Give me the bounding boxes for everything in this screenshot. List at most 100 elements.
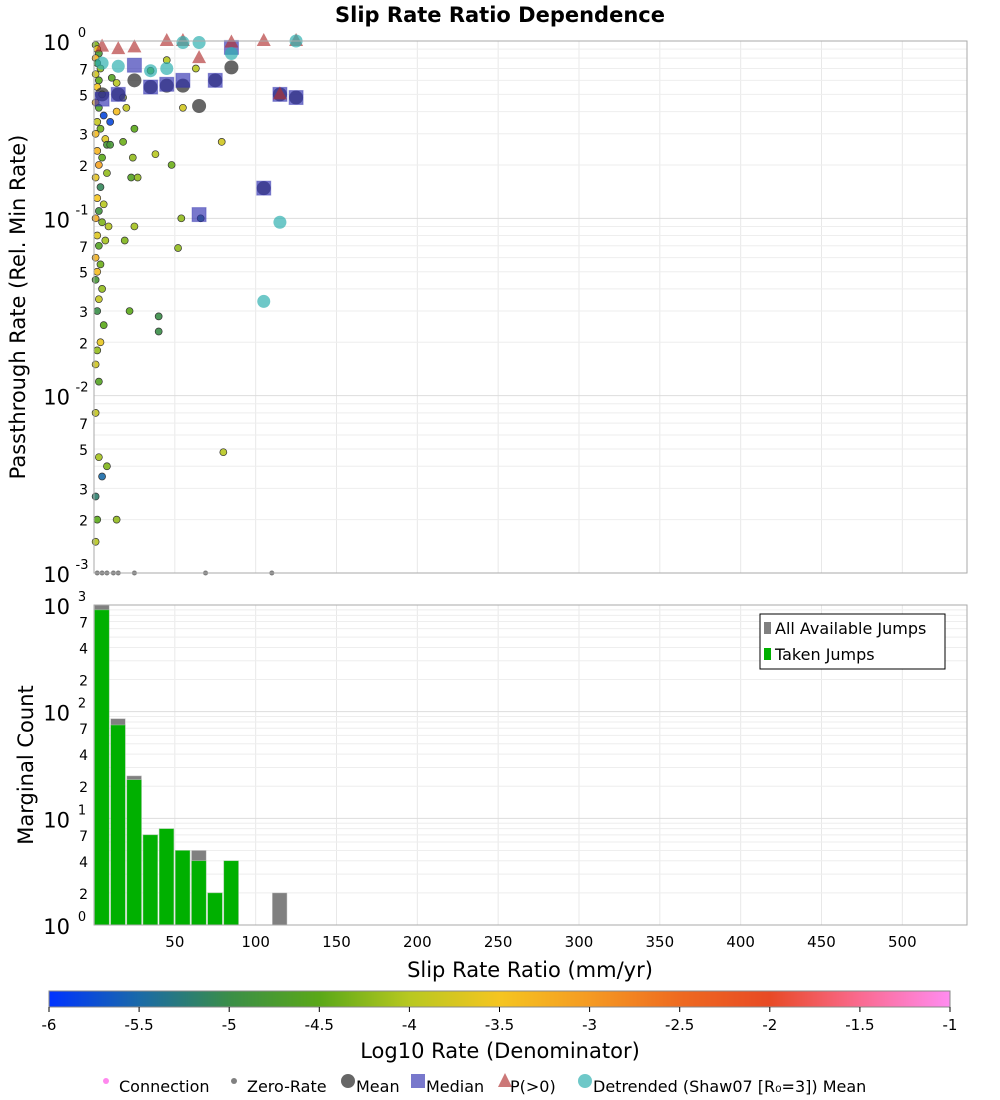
data-point: [151, 150, 160, 159]
data-point: [93, 307, 102, 315]
data-point: [91, 173, 100, 182]
mean-marker: [127, 73, 142, 88]
legend-label-4: P(>0): [510, 1077, 556, 1096]
colorbar-tick-label: -4.5: [305, 1016, 334, 1034]
p-gt0-marker: [256, 33, 271, 46]
y-minor-tick-label: 7: [79, 62, 88, 78]
data-point: [130, 222, 139, 231]
median-icon: [411, 1074, 425, 1088]
colorbar-tick-label: -6: [42, 1016, 57, 1034]
x-tick-label: 50: [165, 933, 184, 951]
mean-icon: [341, 1074, 355, 1088]
detrended-mean-marker: [224, 47, 238, 61]
y-tick-label: 10: [43, 31, 70, 55]
colorbar-tick-label: -3: [582, 1016, 597, 1034]
p-gt0-marker: [95, 38, 110, 52]
colorbar-tick-label: -1.5: [845, 1016, 874, 1034]
y-minor-tick-label: 3: [79, 128, 88, 144]
detrended-mean-marker: [95, 56, 109, 70]
data-point: [93, 147, 102, 155]
data-point: [179, 103, 187, 112]
data-point: [107, 73, 116, 82]
legend-swatch-taken: [764, 648, 771, 660]
data-point: [98, 153, 106, 162]
y-tick-exponent: 3: [78, 590, 86, 605]
data-point: [133, 173, 142, 182]
data-point: [98, 472, 106, 481]
data-point: [154, 327, 163, 336]
p-gt0-marker: [127, 39, 142, 53]
y-minor-tick-label: 7: [79, 417, 88, 433]
connection-icon: [103, 1078, 109, 1084]
median-marker: [256, 180, 272, 196]
taken-jumps-bar: [94, 609, 110, 926]
y-minor-tick-label: 5: [79, 443, 88, 459]
data-point: [94, 161, 103, 169]
data-point: [112, 515, 121, 524]
data-point: [167, 161, 176, 169]
colorbar-tick-label: -5.5: [124, 1016, 153, 1034]
histogram-legend: All Available Jumps Taken Jumps: [759, 613, 946, 670]
detrended-mean-marker: [144, 64, 158, 78]
data-point: [94, 76, 103, 85]
taken-jumps-bar: [126, 779, 142, 926]
x-tick-label: 350: [646, 933, 675, 951]
x-tick-label: 250: [484, 933, 513, 951]
bottom-plot-frame: [93, 604, 968, 926]
median-marker: [191, 207, 207, 223]
data-point: [106, 140, 115, 149]
taken-jumps-bar: [207, 892, 223, 926]
data-point: [174, 244, 182, 252]
data-point: [192, 64, 200, 73]
data-point: [106, 118, 115, 126]
data-point: [91, 214, 100, 223]
y-tick-label: 10: [43, 386, 70, 410]
y-minor-tick-label: 2: [79, 780, 88, 796]
median-marker: [143, 79, 159, 95]
y-tick-label: 10: [43, 702, 70, 726]
y-tick-exponent: 2: [78, 697, 86, 712]
y-minor-tick-label: 5: [79, 88, 88, 104]
y-tick-exponent: 0: [78, 26, 86, 41]
taken-jumps-bar: [142, 834, 158, 926]
y-minor-tick-label: 4: [79, 641, 88, 657]
data-point: [99, 321, 108, 329]
colorbar-label: Log10 Rate (Denominator): [360, 1039, 640, 1063]
x-axis-label: Slip Rate Ratio (mm/yr): [407, 958, 653, 982]
data-point: [91, 360, 100, 369]
data-point: [130, 124, 139, 133]
data-point: [112, 79, 121, 87]
data-point: [91, 492, 100, 501]
data-point: [217, 137, 226, 146]
legend-all-jumps: All Available Jumps: [775, 619, 926, 638]
legend-label-1: Zero-Rate: [247, 1077, 327, 1096]
data-point: [125, 307, 134, 315]
median-marker: [94, 91, 110, 107]
data-point: [128, 153, 137, 162]
data-point: [94, 377, 103, 386]
data-point: [91, 537, 100, 546]
data-point: [98, 285, 106, 293]
bottom-y-label: Marginal Count: [14, 685, 38, 844]
data-point: [177, 214, 186, 223]
taken-jumps-bar: [110, 724, 126, 926]
top-plot-frame: [93, 40, 968, 574]
y-minor-tick-label: 2: [79, 514, 88, 530]
taken-jumps-bar: [175, 850, 191, 926]
p-gt0-icon: [498, 1073, 512, 1087]
data-point: [103, 462, 111, 471]
legend-label-3: Median: [426, 1077, 484, 1096]
x-tick-label: 100: [241, 933, 270, 951]
p-gt0-marker: [111, 41, 126, 55]
data-point: [96, 338, 105, 347]
colorbar-tick-label: -2: [762, 1016, 777, 1034]
data-point: [99, 200, 108, 209]
y-minor-tick-label: 4: [79, 748, 88, 764]
y-minor-tick-label: 7: [79, 722, 88, 738]
detrended-mean-marker: [192, 36, 206, 50]
y-tick-exponent: -3: [76, 558, 89, 573]
legend-swatch-all: [764, 622, 771, 634]
data-point: [93, 194, 102, 202]
y-tick-exponent: -1: [76, 203, 89, 218]
